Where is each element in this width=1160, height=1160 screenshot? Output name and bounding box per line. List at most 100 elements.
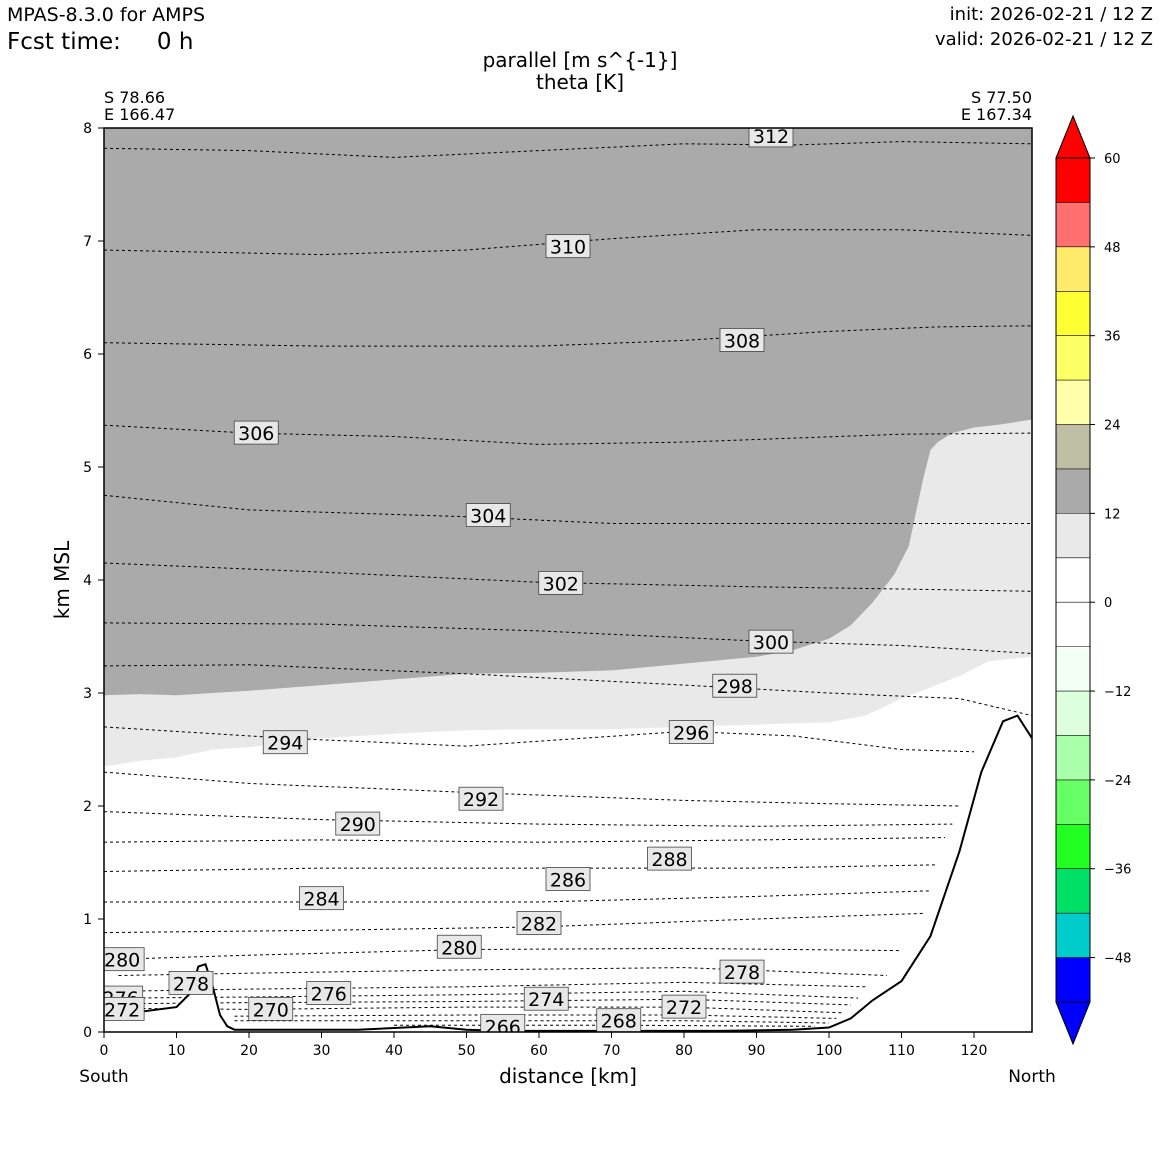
colorbar-segment (1056, 779, 1090, 825)
theta-isentrope (104, 622, 1032, 654)
theta-label-text: 310 (550, 237, 586, 259)
theta-label-text: 278 (724, 962, 760, 984)
colorbar-frame (1055, 157, 1091, 1003)
colorbar-segment (1056, 291, 1090, 336)
terrain-fill (104, 715, 1032, 1032)
colorbar-tick-label: 0 (1104, 596, 1112, 611)
y-tick-label: 0 (83, 1025, 92, 1041)
theta-label-text: 300 (753, 632, 789, 654)
colorbar-tick-label: −24 (1104, 774, 1131, 789)
x-tick-label: 110 (888, 1043, 915, 1059)
theta-label: 288 (647, 846, 692, 871)
theta-label-box (335, 811, 381, 836)
theta-label-text: 270 (253, 999, 289, 1021)
colorbar-segment (1056, 335, 1090, 381)
chart-title: parallel [m s^{-1}] (483, 48, 678, 72)
forecast-time: Fcst time: 0 h (7, 29, 193, 55)
left-end-lon: E 166.47 (104, 105, 175, 124)
north-label: North (1008, 1067, 1056, 1087)
theta-label: 274 (523, 986, 569, 1011)
theta-label-box (661, 994, 707, 1019)
colorbar-tick-label: 48 (1104, 241, 1121, 256)
x-tick-label: 0 (100, 1043, 109, 1059)
theta-isentrope (104, 664, 1032, 717)
theta-label-box (465, 503, 511, 527)
theta-label-box (719, 328, 765, 352)
theta-isentrope (104, 811, 953, 827)
theta-label-text: 282 (521, 914, 557, 936)
theta-label-text: 286 (550, 869, 586, 891)
colorbar: 60 48 36 24 12 0 −12 −24 −36 −48 (1055, 114, 1131, 1046)
right-end-lon: E 167.34 (961, 105, 1032, 124)
theta-label-text: 294 (267, 733, 303, 755)
y-tick-label: 6 (83, 347, 92, 363)
theta-label: 282 (516, 911, 562, 936)
theta-label-text: 308 (724, 330, 760, 352)
x-tick-label: 50 (458, 1043, 476, 1059)
theta-label-box (545, 234, 591, 259)
theta-label: 300 (748, 629, 794, 654)
theta-isentrope (118, 967, 888, 976)
colorbar-segment (1056, 735, 1090, 780)
theta-label-text: 278 (173, 973, 209, 995)
shading-band-12-18 (104, 128, 1032, 696)
theta-label: 278 (719, 959, 765, 984)
theta-label-text: 280 (441, 937, 477, 959)
theta-label-box (480, 1013, 526, 1032)
axes: 0 10 20 30 40 50 60 70 80 90 100 110 120 0 1 2 3 4 5 6 7 8 (83, 121, 1033, 1059)
theta-label-text: 288 (651, 849, 687, 871)
theta-label-text: 272 (104, 999, 140, 1021)
x-tick-label: 60 (530, 1043, 548, 1059)
valid-time: valid: 2026-02-21 / 12 Z (935, 29, 1153, 50)
theta-label-box (233, 420, 279, 445)
y-axis-label: km MSL (50, 540, 74, 619)
theta-label-box (248, 997, 294, 1021)
colorbar-segment (1056, 468, 1090, 514)
theta-label: 302 (538, 570, 584, 595)
colorbar-segment (1056, 380, 1090, 425)
theta-label-text: 306 (238, 423, 274, 445)
colorbar-segment (1056, 868, 1090, 914)
theta-label: 306 (233, 420, 279, 445)
theta-label-text: 292 (463, 789, 499, 811)
theta-label: 272 (661, 994, 707, 1019)
theta-isentrope (104, 890, 931, 903)
x-tick-label: 80 (675, 1043, 693, 1059)
x-tick-label: 120 (961, 1043, 988, 1059)
colorbar-segment (1056, 158, 1090, 203)
theta-label-box (299, 886, 344, 911)
theta-isentrope (104, 864, 938, 872)
x-tick-label: 10 (168, 1043, 186, 1059)
theta-label-text: 298 (717, 676, 753, 698)
theta-label-box (168, 971, 214, 995)
theta-label-box (104, 997, 145, 1021)
theta-isentrope (118, 990, 859, 999)
chart-subtitle: theta [K] (536, 70, 624, 94)
theta-isentrope (104, 912, 924, 934)
theta-label: 278 (168, 971, 214, 995)
theta-label: 268 (596, 1008, 642, 1032)
theta-label: 290 (335, 811, 381, 836)
theta-label-box (538, 570, 584, 595)
y-tick-label: 2 (83, 799, 92, 815)
colorbar-segment (1056, 602, 1090, 647)
y-tick-label: 8 (83, 121, 92, 137)
y-tick-label: 1 (83, 912, 92, 928)
theta-label-box (516, 911, 562, 935)
colorbar-under-extension (1055, 1001, 1091, 1046)
theta-isentrope (104, 494, 1032, 524)
theta-label-text: 304 (470, 506, 506, 528)
x-tick-label: 90 (748, 1043, 766, 1059)
theta-label-text: 272 (666, 997, 702, 1019)
colorbar-tick-label: −36 (1104, 863, 1131, 878)
theta-label-text: 296 (673, 723, 709, 745)
theta-label-box (712, 673, 758, 698)
theta-label-box (719, 959, 765, 984)
theta-label: 312 (748, 128, 794, 148)
colorbar-segment (1056, 246, 1090, 292)
theta-isentrope (234, 1020, 830, 1024)
theta-label-box (748, 629, 794, 654)
colorbar-tick-label: −48 (1104, 952, 1131, 967)
